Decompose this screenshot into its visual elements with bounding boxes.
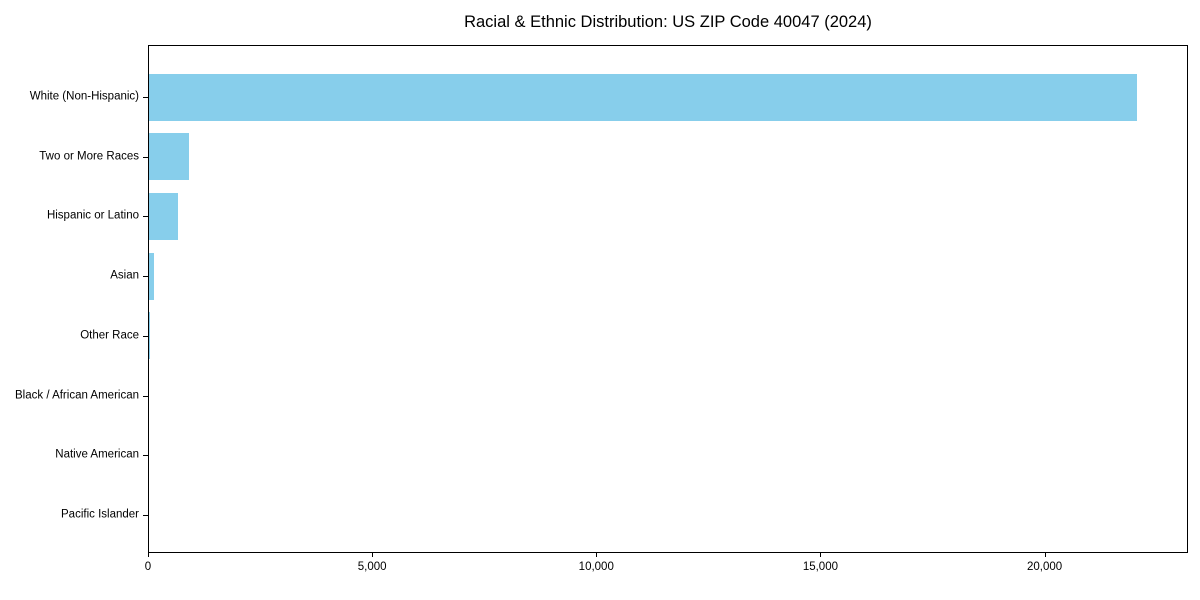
plot-area	[148, 45, 1188, 553]
bar-other-race	[149, 312, 151, 360]
y-tick-label: White (Non-Hispanic)	[29, 90, 139, 103]
bar-two-or-more-races	[149, 133, 190, 181]
y-tick-mark	[143, 455, 148, 457]
y-tick-label: Other Race	[80, 329, 139, 342]
bar-white-non-hispanic	[149, 73, 1138, 121]
x-tick-mark	[372, 553, 374, 557]
x-tick-label: 0	[144, 561, 152, 573]
y-tick-mark	[143, 276, 148, 278]
y-tick-label: Hispanic or Latino	[46, 209, 139, 222]
y-tick-mark	[143, 395, 148, 397]
x-tick-mark	[148, 553, 149, 557]
bar-hispanic-or-latino	[149, 192, 179, 240]
chart-title: Racial & Ethnic Distribution: US ZIP Cod…	[464, 13, 872, 31]
x-tick-label: 15,000	[802, 561, 838, 573]
y-tick-mark	[143, 335, 148, 337]
x-tick-label: 5,000	[357, 561, 387, 573]
y-tick-label: Black / African American	[15, 388, 139, 401]
y-tick-label: Pacific Islander	[61, 508, 139, 521]
x-tick-mark	[596, 553, 598, 557]
y-tick-mark	[143, 514, 148, 516]
y-tick-label: Asian	[110, 269, 139, 282]
y-tick-mark	[143, 156, 148, 158]
y-tick-mark	[143, 97, 148, 98]
x-tick-mark	[820, 553, 822, 557]
y-tick-mark	[143, 216, 148, 218]
x-tick-label: 20,000	[1026, 561, 1063, 573]
y-tick-label: Two or More Races	[39, 149, 139, 162]
x-tick-mark	[1044, 553, 1046, 557]
bar-asian	[149, 252, 155, 300]
x-tick-label: 10,000	[578, 561, 614, 573]
y-tick-label: Native American	[55, 448, 139, 461]
